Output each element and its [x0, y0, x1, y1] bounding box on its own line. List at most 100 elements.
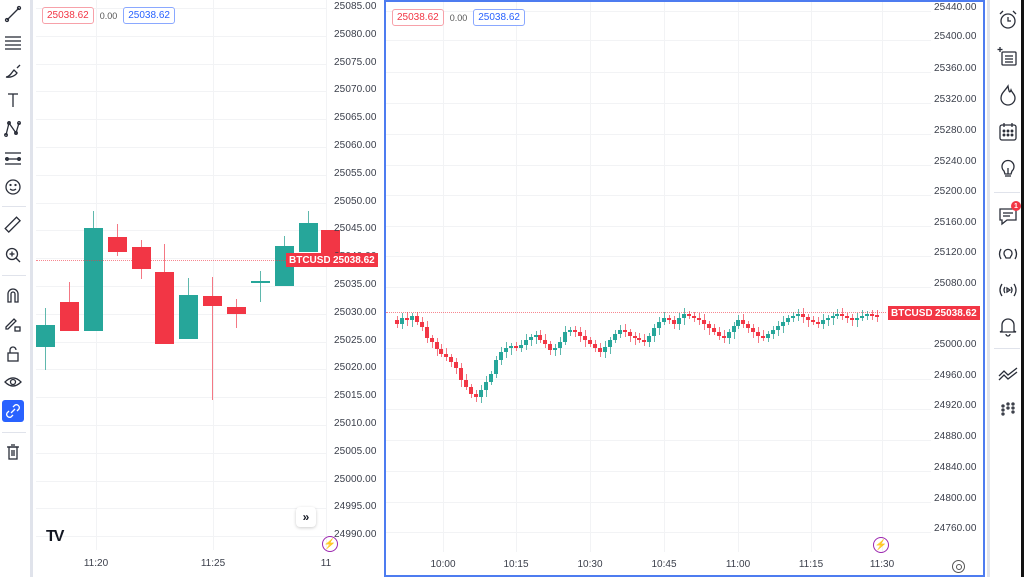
candle-body	[657, 322, 662, 328]
hotlist-icon[interactable]	[996, 83, 1020, 107]
candle-body	[464, 380, 469, 387]
grid-line	[386, 195, 931, 196]
candle-body	[533, 335, 538, 337]
candle-body	[632, 336, 637, 338]
candle-body	[711, 328, 716, 332]
candle-wick	[530, 334, 532, 346]
candle-body	[227, 307, 246, 314]
eye-icon[interactable]	[2, 371, 24, 393]
horizontal-lines-icon[interactable]	[2, 31, 24, 53]
candle-body	[474, 394, 479, 397]
grid-line	[738, 2, 739, 552]
candle-body	[756, 332, 761, 336]
grid-line	[36, 230, 326, 232]
link-icon[interactable]	[2, 400, 24, 422]
candle-body	[409, 316, 414, 320]
candle-body	[578, 332, 583, 336]
candle-body	[642, 340, 647, 342]
calendar-icon[interactable]	[996, 120, 1020, 144]
forecast-icon[interactable]	[2, 147, 24, 169]
candle-wick	[847, 313, 849, 323]
candle-body	[696, 318, 701, 320]
tradingview-logo[interactable]: TV	[46, 528, 65, 545]
price-tick: 25120.00	[934, 247, 977, 258]
watchlist-add-icon[interactable]	[996, 45, 1020, 69]
grid-line	[443, 2, 444, 552]
candle-body	[444, 354, 449, 357]
ideas-icon[interactable]	[996, 157, 1020, 181]
lock-icon[interactable]	[2, 343, 24, 365]
grid-line	[386, 11, 931, 12]
chart-pane-right[interactable]: 25038.62 0.00 25038.62 25440.00 25400.00 2…	[384, 0, 985, 577]
grid-line	[213, 0, 214, 550]
candle-body	[543, 340, 548, 344]
zoom-in-icon[interactable]	[2, 244, 24, 266]
grid-line	[36, 91, 326, 93]
streams-icon[interactable]	[996, 242, 1020, 266]
price-tick: 25075.00	[334, 56, 377, 68]
grid-line	[386, 409, 931, 410]
trend-line-icon[interactable]	[2, 3, 24, 25]
time-tick: 10:45	[651, 559, 677, 570]
grid-line	[36, 8, 326, 9]
grid-line	[386, 502, 931, 503]
grid-line	[664, 2, 665, 552]
chat-icon[interactable]: 1	[996, 201, 1021, 228]
grid-line	[36, 63, 326, 65]
scroll-to-realtime-button[interactable]: »	[296, 507, 316, 527]
alarm-icon[interactable]	[996, 8, 1020, 32]
time-tick: 11:30	[869, 559, 895, 570]
price-tick: 25280.00	[934, 125, 977, 136]
candle-body	[662, 318, 667, 322]
candle-body	[741, 320, 746, 324]
candle-body	[503, 348, 508, 352]
candle-body	[617, 330, 622, 334]
gear-icon[interactable]	[952, 560, 965, 573]
candle-body	[538, 335, 543, 340]
candle-wick	[708, 321, 710, 335]
brush-icon[interactable]	[2, 60, 24, 82]
candle-body	[622, 330, 627, 332]
candle-body	[399, 318, 404, 324]
candle-body	[132, 247, 151, 269]
ruler-icon[interactable]	[2, 214, 24, 236]
flash-icon[interactable]: ⚡	[873, 537, 889, 553]
magnet-icon[interactable]	[2, 284, 24, 306]
candle-body	[647, 336, 652, 342]
expand-icon[interactable]	[996, 361, 1020, 385]
price-tick: 24990.00	[334, 529, 377, 541]
candle-body	[790, 316, 795, 318]
price-tick: 25055.00	[334, 167, 377, 179]
candle-body	[592, 344, 597, 348]
candle-body	[424, 327, 429, 338]
flash-icon[interactable]: ⚡	[322, 536, 338, 552]
lock-drawings-icon[interactable]	[2, 313, 24, 335]
price-tick: 25080.00	[334, 28, 377, 40]
candle-body	[627, 332, 632, 336]
candle-body	[870, 314, 875, 316]
candle-wick	[832, 312, 834, 325]
grid-line	[36, 35, 326, 37]
candle-body	[429, 338, 434, 342]
price-tick: 24920.00	[934, 400, 977, 411]
last-price-tag: 25038.62	[932, 306, 980, 320]
candle-body	[855, 318, 860, 320]
notifications-icon[interactable]	[996, 314, 1020, 338]
grid-line	[386, 165, 931, 166]
candle-body	[830, 316, 835, 318]
candle-wick	[212, 277, 213, 400]
text-icon[interactable]	[2, 89, 24, 111]
price-tick: 25050.00	[334, 195, 377, 207]
candle-wick	[260, 271, 261, 302]
trash-icon[interactable]	[2, 441, 24, 463]
broadcast-icon[interactable]	[996, 278, 1020, 302]
emoji-icon[interactable]	[2, 176, 24, 198]
pattern-icon[interactable]	[2, 118, 24, 140]
more-icon[interactable]	[996, 397, 1020, 421]
grid-line	[386, 379, 931, 380]
chart-pane-left[interactable]: 25038.62 0.00 25038.62 25085.00 25080.00 2…	[36, 0, 384, 577]
price-tick: 25045.00	[334, 223, 377, 235]
last-price-tag: 25038.62	[330, 253, 378, 267]
time-tick: 10:15	[503, 559, 529, 570]
candle-body	[746, 324, 751, 328]
